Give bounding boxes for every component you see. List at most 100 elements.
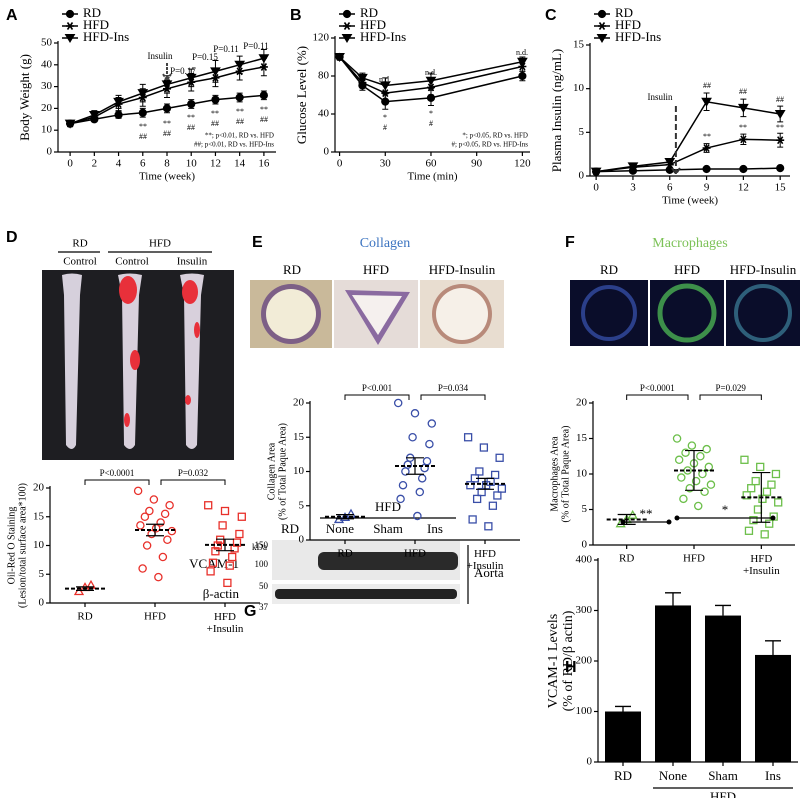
marker [210, 67, 221, 77]
y-tick-label: 40 [318, 108, 330, 120]
image-label: Control [115, 256, 149, 268]
y-tick-label: 0 [324, 146, 330, 158]
annotation: ** [739, 123, 747, 132]
x-tick-label: 16 [258, 158, 270, 170]
marker [230, 544, 239, 553]
legend-label: HFD [83, 17, 109, 32]
marker [208, 558, 218, 567]
annotation: ** [236, 107, 244, 116]
marker [696, 451, 705, 461]
ladder-label: 37 [259, 602, 269, 612]
marker [235, 529, 244, 539]
legend-label: HFD-Ins [615, 29, 661, 44]
x-tick-label: HFD [144, 611, 166, 623]
marker [165, 500, 174, 510]
error-bar [665, 592, 681, 606]
y-tick-label: 20 [293, 397, 305, 409]
bar [755, 654, 791, 762]
marker [237, 512, 246, 521]
marker [341, 34, 353, 43]
annotation: ## [211, 119, 219, 128]
marker [162, 104, 172, 113]
annotation: ## [139, 132, 147, 141]
annotation: ** [776, 123, 784, 132]
annotation: Insulin [647, 92, 673, 102]
marker [774, 109, 786, 119]
x-tick-label: 9 [704, 182, 710, 194]
marker [149, 495, 159, 504]
image-label: RD [283, 262, 301, 277]
y-tick-label: 200 [576, 655, 593, 667]
marker [685, 483, 695, 493]
x-axis-label: Time (min) [407, 171, 457, 183]
bar [705, 615, 741, 762]
footnote: *; p<0.05, RD vs. HFD [462, 132, 528, 140]
y-tick-label: 10 [33, 539, 45, 551]
marker [497, 484, 507, 493]
annotation: # [383, 123, 387, 132]
bracket [699, 394, 762, 400]
y-axis-label: Collagen Area [266, 442, 277, 500]
y-axis-label: Body Weight (g) [17, 54, 32, 141]
marker [225, 561, 234, 570]
marker [158, 552, 168, 562]
annotation: P=0.15 [192, 52, 218, 62]
error-bar [765, 640, 781, 655]
y-tick-label: 40 [41, 58, 53, 70]
x-tick-label: 90 [471, 158, 483, 170]
significance: ** [640, 506, 653, 521]
tissue-label: Aorta [474, 565, 504, 580]
x-tick-label: 60 [425, 158, 437, 170]
marker [751, 476, 760, 486]
marker [145, 506, 154, 516]
footnote: ##; p<0.01, RD vs. HFD-Ins [194, 141, 274, 149]
bar [605, 711, 641, 762]
y-tick-label: 5 [579, 126, 585, 138]
x-tick-label: 14 [234, 158, 246, 170]
marker [342, 9, 352, 19]
significance: * [722, 502, 729, 517]
marker [425, 439, 434, 449]
y-tick-label: 15 [33, 510, 45, 522]
x-tick-label: 2 [92, 158, 98, 170]
y-tick-label: 100 [576, 705, 593, 717]
marker [393, 398, 403, 408]
p-value: P<0.0001 [100, 468, 135, 478]
marker [425, 76, 437, 86]
legend-label: HFD-Ins [83, 29, 129, 44]
x-tick-label: RD [77, 611, 92, 623]
marker [415, 487, 425, 497]
x-tick-label: RD [619, 553, 634, 565]
p-value: P<0.001 [362, 383, 392, 393]
aorta-photo [42, 251, 234, 460]
histology [250, 280, 504, 348]
y-axis-label: (% of Total Paque Area) [277, 423, 288, 520]
marker [410, 409, 420, 418]
x-tick-label: 6 [667, 182, 673, 194]
marker [702, 164, 711, 174]
marker [590, 167, 602, 177]
marker [133, 486, 143, 496]
y-tick-label: 400 [576, 554, 593, 566]
legend-label: RD [615, 5, 633, 20]
marker [156, 518, 165, 527]
marker [220, 506, 230, 516]
y-axis-label: Plasma Insulin (ng/mL) [549, 49, 564, 173]
panel-letter: G [244, 603, 256, 620]
y-axis-label: (Lesion/total surface area*100) [17, 483, 28, 608]
marker [747, 484, 756, 493]
marker [702, 144, 711, 153]
x-tick-label: 15 [775, 182, 787, 194]
image-label: HFD-Insulin [429, 262, 496, 277]
marker [259, 91, 268, 100]
x-tick-label: None [659, 768, 687, 783]
image-label: Insulin [177, 256, 208, 268]
marker [776, 164, 785, 173]
marker [488, 501, 498, 510]
marker [598, 22, 606, 30]
marker [597, 9, 607, 19]
marker [235, 93, 244, 102]
y-tick-label: 5 [299, 499, 305, 511]
ladder-label: 150 [255, 540, 269, 550]
bracket [344, 394, 410, 400]
